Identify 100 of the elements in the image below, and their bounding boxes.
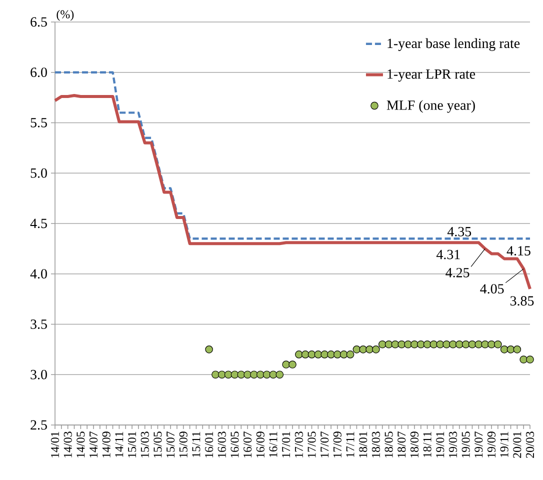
point <box>494 340 502 348</box>
point <box>334 350 342 358</box>
point <box>391 340 400 348</box>
point <box>346 350 354 358</box>
point <box>327 350 335 358</box>
point <box>366 346 374 354</box>
point <box>488 340 496 348</box>
point <box>269 370 278 379</box>
x-tick-label: 16/09 <box>256 432 264 458</box>
point <box>237 370 246 379</box>
x-tick-label: 19/11 <box>500 432 508 457</box>
y-axis-title: (%) <box>56 10 74 21</box>
x-tick-label: 15/05 <box>154 432 162 458</box>
point <box>430 340 438 348</box>
x-tick-label: 19/01 <box>436 432 444 458</box>
x-tick-label: 14/05 <box>76 432 85 458</box>
y-tick-label: 6.0 <box>30 68 47 78</box>
point <box>513 346 522 354</box>
point <box>359 346 368 354</box>
data-label: 4.31 <box>436 250 460 260</box>
x-tick-label: 16/07 <box>244 432 252 458</box>
x-tick-label: 15/01 <box>128 432 136 458</box>
y-tick-label: 6.5 <box>30 17 47 27</box>
y-tick-label: 3.5 <box>30 320 47 329</box>
data-label: 3.85 <box>510 296 534 306</box>
x-tick-label: 19/03 <box>448 432 457 458</box>
legend-label: MLF (one year) <box>386 100 475 113</box>
point <box>314 350 322 358</box>
data-label: 4.35 <box>447 226 472 236</box>
point <box>244 370 252 379</box>
x-tick-label: 19/09 <box>487 432 496 458</box>
y-tick-label: 5.5 <box>30 118 47 128</box>
x-tick-label: 17/05 <box>308 432 316 458</box>
x-tick-label: 17/01 <box>282 432 290 458</box>
point <box>436 340 444 348</box>
point <box>276 370 284 379</box>
x-tick-label: 19/05 <box>462 432 470 458</box>
x-tick-label: 16/03 <box>218 432 226 458</box>
point <box>474 340 483 348</box>
point <box>398 340 406 348</box>
y-tick-label: 3.0 <box>30 370 47 380</box>
x-tick-label: 16/05 <box>230 432 239 458</box>
x-tick-label: 14/07 <box>89 432 98 458</box>
x-tick-label: 14/09 <box>102 432 110 458</box>
point <box>301 350 310 358</box>
point <box>462 340 470 348</box>
y-tick-label: 4.0 <box>30 269 47 279</box>
point <box>500 346 508 354</box>
point <box>250 370 258 379</box>
x-tick-label: 15/09 <box>179 432 188 458</box>
point <box>506 346 515 354</box>
data-label: 4.25 <box>446 268 470 278</box>
point <box>416 340 425 348</box>
point <box>423 340 432 348</box>
x-tick-label: 18/09 <box>410 432 418 458</box>
y-tick-label: 4.5 <box>30 218 47 228</box>
x-tick-label: 19/07 <box>474 432 483 458</box>
point <box>262 370 271 379</box>
x-tick-label: 14/01 <box>50 432 60 458</box>
x-tick-label: 16/11 <box>269 432 278 457</box>
x-tick-label: 20/01 <box>513 432 522 458</box>
point <box>352 346 361 354</box>
x-tick-label: 20/03 <box>526 432 534 458</box>
x-tick-label: 18/05 <box>384 432 393 458</box>
point <box>224 370 232 379</box>
point <box>212 370 220 379</box>
x-tick-label: 17/09 <box>333 432 342 458</box>
point <box>481 340 489 348</box>
point <box>295 350 303 358</box>
x-tick-label: 18/11 <box>423 432 432 457</box>
x-tick-label: 14/11 <box>115 432 124 457</box>
point <box>520 356 528 364</box>
point <box>442 340 450 348</box>
x-tick-label: 15/07 <box>166 432 175 458</box>
point <box>218 370 226 379</box>
point <box>468 340 476 348</box>
x-tick-label: 17/07 <box>320 432 329 458</box>
point <box>320 350 328 358</box>
x-tick-label: 17/03 <box>294 432 303 458</box>
point <box>288 360 296 368</box>
point <box>404 340 412 348</box>
y-tick-label: 2.5 <box>30 420 47 430</box>
x-tick-label: 14/03 <box>64 432 72 458</box>
point <box>230 370 239 379</box>
legend-label: 1-year LPR rate <box>388 69 476 82</box>
point <box>455 340 464 348</box>
x-tick-label: 17/11 <box>346 432 354 457</box>
point <box>410 340 418 348</box>
point <box>378 340 386 348</box>
point <box>205 346 213 354</box>
x-tick-label: 15/03 <box>140 432 149 458</box>
data-label: 4.15 <box>506 246 530 256</box>
x-tick-label: 16/01 <box>205 432 214 458</box>
point <box>256 370 264 379</box>
x-tick-label: 18/07 <box>398 432 406 458</box>
point <box>384 340 393 348</box>
point <box>282 360 290 368</box>
point <box>372 346 380 354</box>
point <box>340 350 348 358</box>
point <box>449 340 457 348</box>
